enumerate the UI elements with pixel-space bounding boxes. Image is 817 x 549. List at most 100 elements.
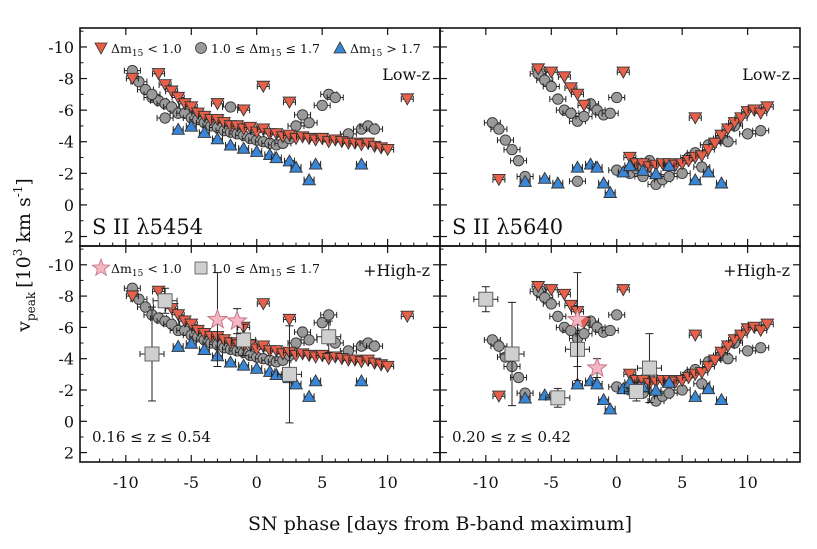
point-gray [571, 175, 584, 187]
point-red [249, 126, 264, 139]
ion-label: S II λ5640 [452, 215, 563, 239]
point-red [720, 123, 736, 136]
point-blue [236, 358, 251, 371]
legend-label: Δm15 < 1.0 [111, 261, 182, 279]
point-red [714, 129, 729, 143]
point-red [256, 298, 271, 311]
point-red [694, 150, 709, 163]
point-blue [603, 402, 618, 415]
point-blue [616, 165, 631, 178]
point-gray [565, 107, 577, 119]
point-gray [755, 125, 767, 137]
point-blue [537, 388, 552, 401]
point-blue [688, 173, 703, 186]
ylabel-exp: 3 [11, 249, 25, 257]
point-red [171, 91, 186, 105]
point-blue [590, 377, 605, 390]
point-blue [596, 176, 611, 189]
point-gray [722, 353, 734, 365]
point-red [760, 318, 775, 331]
point-blue [282, 154, 297, 167]
point-red [616, 284, 631, 297]
point-blue [603, 185, 618, 198]
panel-annotation: +High-z [363, 261, 430, 280]
point-red [282, 96, 297, 109]
point-gray [316, 317, 328, 329]
point-square [504, 346, 520, 362]
y-tick-label: 0 [64, 196, 74, 215]
y-tick-label: -2 [58, 381, 74, 400]
point-red [694, 367, 709, 380]
point-red [151, 68, 166, 81]
point-gray [368, 340, 381, 352]
point-red [380, 143, 395, 157]
point-gray [159, 112, 171, 124]
x-tick-label: 0 [252, 473, 262, 492]
ion-label: S II λ5454 [92, 215, 203, 239]
ylabel-main: v [13, 321, 35, 333]
point-blue [269, 150, 284, 164]
point-red [675, 158, 690, 171]
legend-marker-star [91, 257, 111, 277]
point-gray [604, 324, 616, 337]
point-red [563, 299, 578, 313]
x-tick-label: 5 [317, 473, 327, 492]
point-red [753, 107, 768, 120]
point-gray [296, 109, 309, 121]
point-red [753, 324, 768, 338]
point-gray [663, 170, 675, 183]
point-red [184, 101, 199, 114]
y-tick-label: 0 [64, 412, 74, 431]
y-tick-label: -2 [58, 164, 74, 183]
point-gray [303, 334, 315, 346]
legend-marker-blue [333, 41, 347, 54]
point-red [531, 281, 546, 294]
point-blue [648, 166, 664, 179]
point-blue [184, 119, 199, 132]
legend-marker-gray [195, 42, 207, 54]
panel-frame [439, 245, 801, 463]
ylabel-tail: km s [13, 197, 35, 248]
point-red [164, 85, 179, 98]
point-red [563, 82, 578, 95]
point-gray [512, 155, 525, 167]
point-red [400, 93, 415, 106]
point-gray [741, 128, 754, 140]
point-blue [249, 361, 264, 374]
point-blue [223, 138, 238, 151]
point-gray [741, 345, 754, 357]
point-gray [578, 328, 590, 340]
z-range-label: 0.20 ≤ z ≤ 0.42 [452, 428, 571, 446]
point-red [707, 137, 722, 150]
y-tick-label: -4 [58, 133, 74, 152]
point-red [158, 79, 173, 92]
point-red [681, 371, 696, 385]
point-blue [197, 342, 212, 355]
point-gray [506, 143, 518, 156]
point-red [701, 143, 716, 157]
point-gray [611, 91, 623, 104]
x-tick-label: 10 [377, 473, 397, 492]
point-blue [583, 373, 598, 387]
point-gray [290, 120, 302, 132]
y-tick-label: -4 [58, 350, 74, 369]
point-gray [552, 93, 564, 105]
point-red [125, 290, 140, 303]
x-tick-label: -5 [183, 473, 199, 492]
panel-br: -10 -5 0 5 10 +High-z 0.20 ≤ z ≤ 0.42 [439, 245, 801, 492]
point-red [701, 360, 716, 374]
point-gray [512, 371, 525, 384]
point-gray [578, 110, 590, 123]
x-tick-label: 5 [677, 473, 687, 492]
point-red [622, 368, 637, 381]
point-blue [550, 176, 565, 189]
point-blue [635, 163, 650, 176]
y-axis-label: vpeak [103 km s-1] [11, 178, 38, 333]
point-square [321, 329, 337, 345]
point-blue [354, 373, 369, 387]
point-red [760, 101, 775, 114]
point-red [544, 66, 559, 79]
ylabel-units: [10 [13, 256, 35, 288]
y-tick-label: -8 [58, 70, 74, 89]
